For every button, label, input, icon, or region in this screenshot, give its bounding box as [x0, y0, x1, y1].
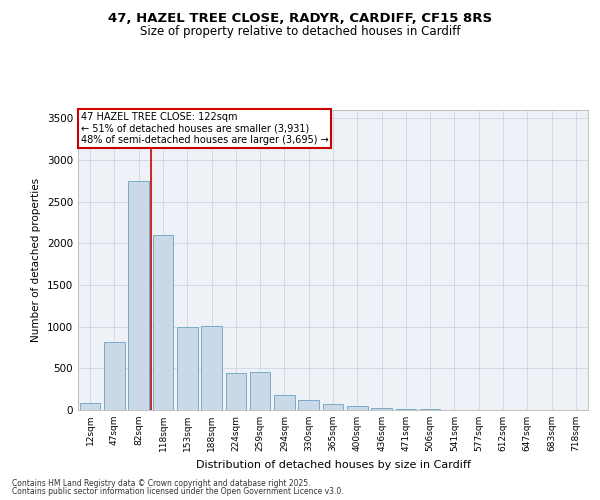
Text: Contains HM Land Registry data © Crown copyright and database right 2025.: Contains HM Land Registry data © Crown c…: [12, 478, 311, 488]
Text: Size of property relative to detached houses in Cardiff: Size of property relative to detached ho…: [140, 25, 460, 38]
Text: 47, HAZEL TREE CLOSE, RADYR, CARDIFF, CF15 8RS: 47, HAZEL TREE CLOSE, RADYR, CARDIFF, CF…: [108, 12, 492, 26]
Bar: [152, 235, 173, 410]
Text: Contains public sector information licensed under the Open Government Licence v3: Contains public sector information licen…: [12, 487, 344, 496]
Bar: [226, 372, 246, 410]
Bar: [347, 406, 368, 410]
Y-axis label: Number of detached properties: Number of detached properties: [31, 178, 41, 342]
Bar: [323, 404, 343, 410]
Bar: [298, 400, 319, 410]
Bar: [177, 326, 197, 410]
Text: 47 HAZEL TREE CLOSE: 122sqm
← 51% of detached houses are smaller (3,931)
48% of : 47 HAZEL TREE CLOSE: 122sqm ← 51% of det…: [80, 112, 328, 144]
Bar: [201, 326, 222, 410]
X-axis label: Distribution of detached houses by size in Cardiff: Distribution of detached houses by size …: [196, 460, 470, 469]
Bar: [274, 396, 295, 410]
Bar: [80, 404, 100, 410]
Bar: [395, 408, 416, 410]
Bar: [250, 372, 271, 410]
Bar: [371, 408, 392, 410]
Bar: [104, 342, 125, 410]
Bar: [128, 181, 149, 410]
